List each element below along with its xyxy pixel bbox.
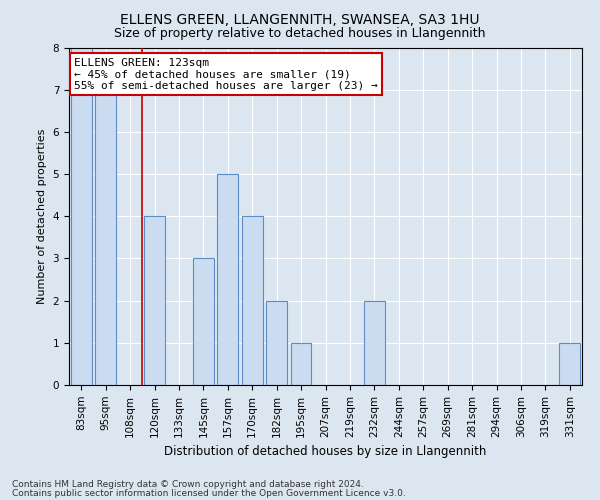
X-axis label: Distribution of detached houses by size in Llangennith: Distribution of detached houses by size … — [164, 445, 487, 458]
Text: Size of property relative to detached houses in Llangennith: Size of property relative to detached ho… — [114, 28, 486, 40]
Text: ELLENS GREEN, LLANGENNITH, SWANSEA, SA3 1HU: ELLENS GREEN, LLANGENNITH, SWANSEA, SA3 … — [120, 12, 480, 26]
Bar — [290, 343, 311, 385]
Bar — [95, 90, 116, 385]
Bar — [266, 300, 287, 385]
Bar — [71, 6, 92, 385]
Bar — [364, 300, 385, 385]
Bar — [559, 343, 580, 385]
Bar — [193, 258, 214, 385]
Bar — [242, 216, 263, 385]
Text: Contains public sector information licensed under the Open Government Licence v3: Contains public sector information licen… — [12, 488, 406, 498]
Y-axis label: Number of detached properties: Number of detached properties — [37, 128, 47, 304]
Bar — [144, 216, 165, 385]
Bar — [217, 174, 238, 385]
Text: ELLENS GREEN: 123sqm
← 45% of detached houses are smaller (19)
55% of semi-detac: ELLENS GREEN: 123sqm ← 45% of detached h… — [74, 58, 378, 91]
Text: Contains HM Land Registry data © Crown copyright and database right 2024.: Contains HM Land Registry data © Crown c… — [12, 480, 364, 489]
